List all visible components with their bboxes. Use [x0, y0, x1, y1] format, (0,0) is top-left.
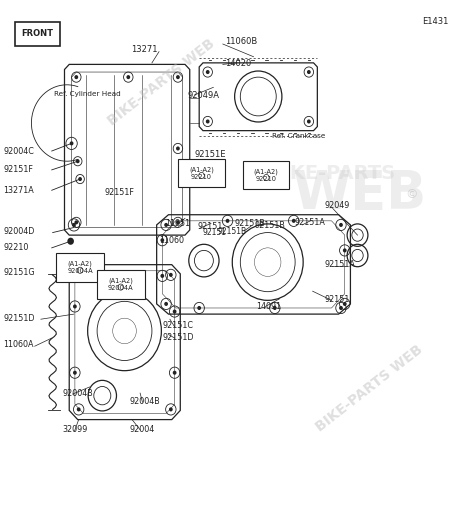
Text: 11060B: 11060B — [225, 37, 257, 46]
Circle shape — [343, 302, 346, 306]
Circle shape — [77, 258, 83, 265]
Text: ©: © — [406, 188, 418, 201]
Circle shape — [176, 75, 180, 79]
Circle shape — [78, 177, 82, 181]
FancyBboxPatch shape — [56, 253, 104, 282]
Circle shape — [70, 142, 73, 146]
Text: (A1-A2)
92210: (A1-A2) 92210 — [189, 166, 214, 180]
Circle shape — [206, 120, 210, 124]
Text: FRONT: FRONT — [21, 29, 54, 38]
Text: 32099: 32099 — [62, 425, 88, 434]
Circle shape — [307, 70, 311, 74]
Text: 14091: 14091 — [256, 302, 281, 311]
Circle shape — [160, 274, 164, 278]
Text: 92151D: 92151D — [3, 314, 35, 323]
Circle shape — [343, 248, 346, 252]
Circle shape — [72, 223, 76, 227]
Circle shape — [173, 310, 176, 314]
Text: 92151B: 92151B — [254, 221, 285, 230]
Circle shape — [226, 219, 229, 223]
Text: 92210: 92210 — [3, 243, 28, 252]
Text: 92151F: 92151F — [105, 189, 135, 197]
Circle shape — [339, 223, 343, 227]
Text: 92151G: 92151G — [3, 268, 35, 277]
Text: WEB: WEB — [292, 168, 427, 220]
Text: (A1-A2)
92004A: (A1-A2) 92004A — [108, 278, 134, 291]
Text: 11060: 11060 — [159, 236, 184, 245]
Circle shape — [206, 70, 210, 74]
Text: 92004C: 92004C — [3, 147, 34, 155]
Text: 92004B: 92004B — [129, 397, 160, 406]
Text: BIKE-PARTS WEB: BIKE-PARTS WEB — [105, 36, 218, 128]
Text: 92151D: 92151D — [162, 333, 194, 341]
Text: 92151F: 92151F — [3, 166, 33, 174]
Circle shape — [74, 220, 78, 224]
Circle shape — [292, 219, 296, 223]
Circle shape — [169, 407, 173, 411]
Circle shape — [73, 305, 77, 309]
Text: 92151: 92151 — [203, 228, 227, 237]
FancyBboxPatch shape — [243, 161, 290, 189]
Circle shape — [77, 273, 81, 277]
Text: 92151E: 92151E — [194, 150, 226, 159]
Text: 92151B: 92151B — [234, 219, 265, 228]
Text: 13271A: 13271A — [3, 186, 34, 195]
Circle shape — [164, 223, 168, 227]
Text: 92151A: 92151A — [325, 260, 356, 269]
Circle shape — [176, 147, 180, 151]
Circle shape — [173, 370, 176, 375]
Circle shape — [160, 238, 164, 242]
Text: 92151C: 92151C — [162, 321, 193, 330]
Circle shape — [77, 407, 81, 411]
Text: BIKE-PARTS WEB: BIKE-PARTS WEB — [313, 342, 426, 434]
Circle shape — [74, 75, 78, 79]
Text: E1431: E1431 — [422, 16, 449, 26]
Circle shape — [76, 159, 80, 163]
Text: 92151: 92151 — [325, 295, 350, 304]
Text: 11060A: 11060A — [3, 340, 34, 349]
Circle shape — [169, 273, 173, 277]
Text: 92151A: 92151A — [295, 218, 326, 227]
Text: BIKE-PARTS: BIKE-PARTS — [268, 165, 395, 183]
Circle shape — [197, 306, 201, 310]
Circle shape — [307, 120, 311, 124]
Text: Ref. Crankcase: Ref. Crankcase — [273, 133, 326, 139]
Text: 11051: 11051 — [165, 219, 190, 228]
FancyBboxPatch shape — [97, 270, 145, 299]
Text: 92004: 92004 — [129, 425, 155, 434]
Text: 92004B: 92004B — [62, 388, 93, 398]
Circle shape — [164, 302, 168, 306]
Text: 13271: 13271 — [132, 45, 158, 54]
Text: 92049: 92049 — [325, 201, 350, 210]
Text: 92004D: 92004D — [3, 226, 35, 236]
Text: (A1-A2)
92004A: (A1-A2) 92004A — [67, 261, 93, 274]
Circle shape — [73, 370, 77, 375]
Circle shape — [273, 306, 277, 310]
Text: 92151: 92151 — [197, 222, 223, 231]
FancyBboxPatch shape — [178, 159, 225, 187]
Text: 92049A: 92049A — [187, 91, 219, 100]
Circle shape — [67, 238, 74, 245]
FancyBboxPatch shape — [15, 22, 60, 45]
Text: Ref. Cylinder Head: Ref. Cylinder Head — [54, 91, 120, 98]
Circle shape — [176, 220, 180, 224]
Text: 14020: 14020 — [225, 59, 251, 68]
Text: (A1-A2)
92210: (A1-A2) 92210 — [254, 168, 279, 182]
Circle shape — [339, 306, 343, 310]
Circle shape — [127, 75, 130, 79]
Text: 92151B: 92151B — [217, 227, 246, 236]
